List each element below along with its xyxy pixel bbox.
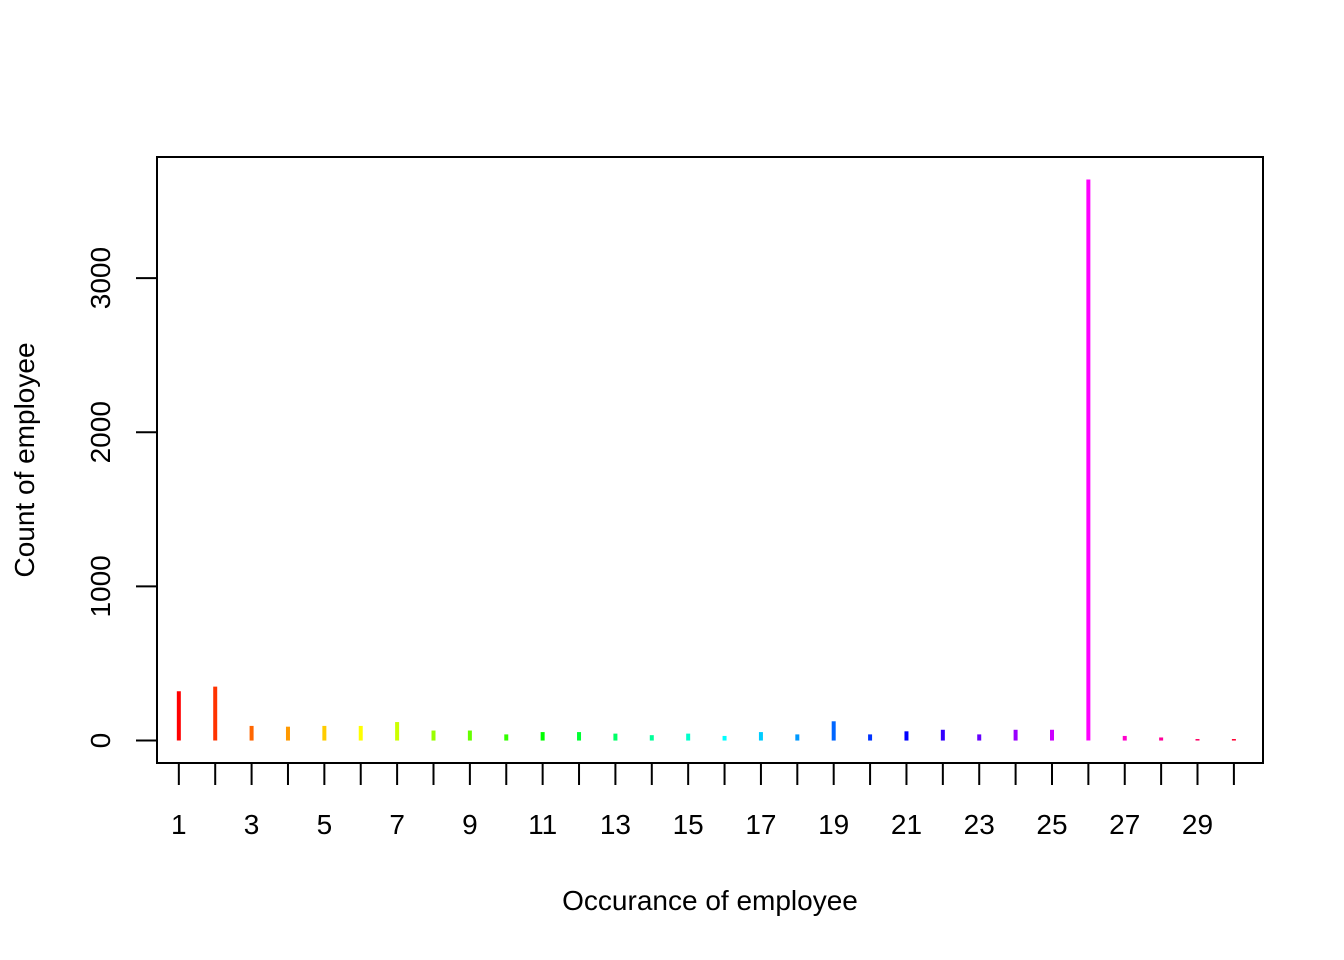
x-tick-label: 19 (818, 809, 849, 840)
x-tick-label: 15 (673, 809, 704, 840)
y-axis-title: Count of employee (9, 342, 40, 577)
x-tick-label: 7 (389, 809, 405, 840)
y-tick-label: 0 (85, 733, 116, 749)
x-tick-label: 27 (1109, 809, 1140, 840)
x-tick-label: 29 (1182, 809, 1213, 840)
x-tick-label: 3 (244, 809, 260, 840)
x-tick-label: 13 (600, 809, 631, 840)
y-axis: 0 1000 2000 3000 (85, 247, 158, 749)
x-tick-label: 23 (964, 809, 995, 840)
x-axis: 1 3 5 7 9 11 13 15 17 19 21 23 25 27 29 (171, 764, 1235, 840)
y-tick-label: 3000 (85, 247, 116, 309)
x-axis-title: Occurance of employee (562, 885, 858, 916)
x-tick-label: 9 (462, 809, 478, 840)
y-tick-label: 1000 (85, 555, 116, 617)
bars (176, 179, 1236, 741)
y-tick-label: 2000 (85, 401, 116, 463)
x-tick-label: 21 (891, 809, 922, 840)
x-tick-label: 17 (745, 809, 776, 840)
x-tick-label: 5 (317, 809, 333, 840)
x-tick-label: 11 (528, 809, 557, 840)
x-tick-label: 1 (171, 809, 187, 840)
x-tick-label: 25 (1036, 809, 1067, 840)
